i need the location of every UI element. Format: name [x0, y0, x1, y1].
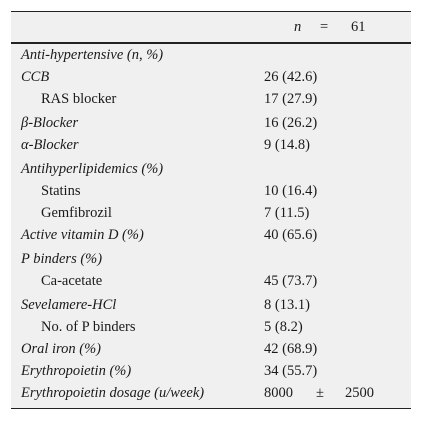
row-label: Antihyperlipidemics (%) [21, 161, 164, 177]
table-row: Statins 10 (16.4) [11, 180, 411, 202]
row-value: 34 (55.7) [264, 363, 318, 379]
table-row: RAS blocker 17 (27.9) [11, 88, 411, 110]
table-row: Ca-acetate 45 (73.7) [11, 270, 411, 292]
row-value: 45 (73.7) [264, 273, 318, 289]
row-label: RAS blocker [41, 91, 117, 107]
table-row: Sevelamere-HCl 8 (13.1) [11, 294, 411, 316]
row-label: α-Blocker [21, 137, 79, 153]
bottom-rule [11, 408, 411, 409]
table-row: Erythropoietin (%) 34 (55.7) [11, 360, 411, 382]
row-label: Oral iron (%) [21, 341, 102, 357]
row-label: Erythropoietin dosage (u/week) [21, 385, 205, 401]
row-label: β-Blocker [21, 115, 79, 131]
row-label: Gemfibrozil [41, 205, 112, 221]
row-label: Ca-acetate [41, 273, 103, 289]
table-row: β-Blocker 16 (26.2) [11, 112, 411, 134]
table-row: Oral iron (%) 42 (68.9) [11, 338, 411, 360]
table-row: P binders (%) [11, 248, 411, 270]
top-rule [11, 11, 411, 12]
row-label: Anti-hypertensive (n, %) [21, 47, 164, 63]
row-label: Sevelamere-HCl [21, 297, 117, 313]
row-label: Statins [41, 183, 81, 199]
row-value: 10 (16.4) [264, 183, 318, 199]
row-value: 26 (42.6) [264, 69, 318, 85]
row-label: P binders (%) [21, 251, 103, 267]
table-row: α-Blocker 9 (14.8) [11, 134, 411, 156]
row-value-mean: 8000 [264, 385, 293, 401]
row-value: 9 (14.8) [264, 137, 310, 153]
row-value-sd: 2500 [345, 385, 374, 401]
header-n-label: n [294, 19, 302, 35]
table-row: Anti-hypertensive (n, %) [11, 44, 411, 66]
table-row: Erythropoietin dosage (u/week) 8000 ± 25… [11, 382, 411, 404]
header-equals: = [320, 19, 329, 35]
table-row: Antihyperlipidemics (%) [11, 158, 411, 180]
row-value: 5 (8.2) [264, 319, 303, 335]
row-label: No. of P binders [41, 319, 136, 335]
row-value: 7 (11.5) [264, 205, 310, 221]
row-value: 40 (65.6) [264, 227, 318, 243]
row-label: Active vitamin D (%) [21, 227, 144, 243]
row-value: 16 (26.2) [264, 115, 318, 131]
row-value: 42 (68.9) [264, 341, 318, 357]
row-value: 8 (13.1) [264, 297, 310, 313]
row-value: 17 (27.9) [264, 91, 318, 107]
header-rule [11, 42, 411, 44]
row-label: CCB [21, 69, 50, 85]
table-row: CCB 26 (42.6) [11, 66, 411, 88]
table-row: Gemfibrozil 7 (11.5) [11, 202, 411, 224]
table-row: No. of P binders 5 (8.2) [11, 316, 411, 338]
plus-minus-sign: ± [316, 385, 324, 401]
header-n-value: 61 [351, 19, 366, 35]
medication-table: n = 61 Anti-hypertensive (n, %) CCB 26 (… [11, 11, 411, 409]
table-row: Active vitamin D (%) 40 (65.6) [11, 224, 411, 246]
row-label: Erythropoietin (%) [21, 363, 132, 379]
